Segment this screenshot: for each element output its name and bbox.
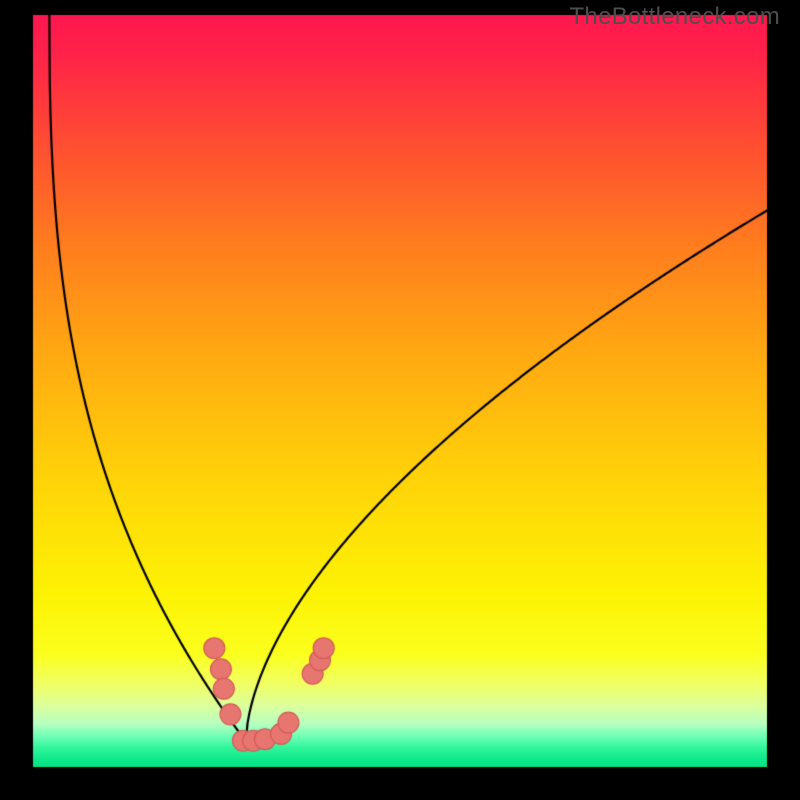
chart-canvas	[0, 0, 800, 800]
chart-root: TheBottleneck.com	[0, 0, 800, 800]
watermark-text: TheBottleneck.com	[569, 3, 780, 31]
